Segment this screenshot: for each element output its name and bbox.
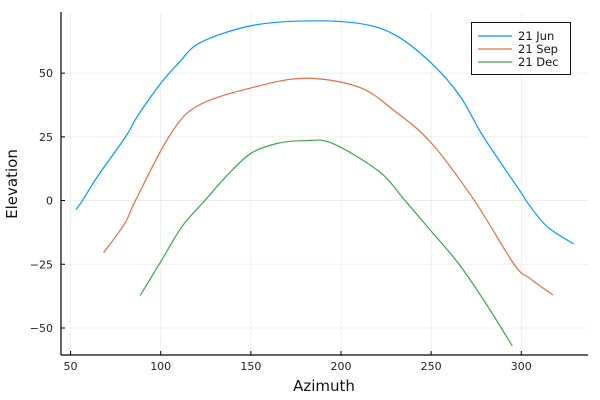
y-tick-label: 50 xyxy=(39,67,53,80)
y-tick-label: 25 xyxy=(39,131,53,144)
x-axis-label: Azimuth xyxy=(293,377,355,395)
y-tick-label: 0 xyxy=(46,195,53,208)
x-tick-label: 250 xyxy=(421,360,442,373)
legend-label: 21 Sep xyxy=(518,42,558,56)
y-axis-label: Elevation xyxy=(3,149,21,219)
series-line-2 xyxy=(103,77,554,296)
x-tick-label: 100 xyxy=(150,360,171,373)
x-tick-label: 50 xyxy=(64,360,78,373)
legend-label: 21 Dec xyxy=(518,55,559,69)
tick-labels: 50 100 150 200 250 300 −50 −25 0 25 50 xyxy=(30,67,532,373)
x-tick-label: 150 xyxy=(240,360,261,373)
x-tick-label: 300 xyxy=(511,360,532,373)
series-line-1 xyxy=(75,20,574,245)
x-tick-label: 200 xyxy=(330,360,351,373)
axes xyxy=(60,12,588,356)
series-line-3 xyxy=(139,139,513,347)
legend-label: 21 Jun xyxy=(518,29,554,43)
series-lines xyxy=(75,20,574,347)
y-tick-label: −25 xyxy=(30,258,53,271)
y-tick-label: −50 xyxy=(30,322,53,335)
